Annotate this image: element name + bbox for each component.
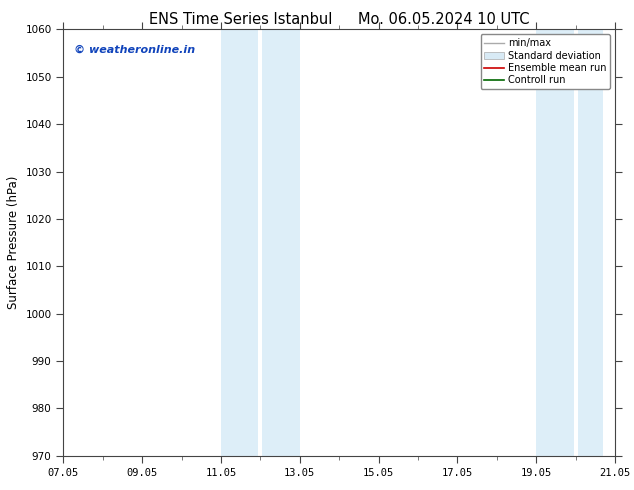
Y-axis label: Surface Pressure (hPa): Surface Pressure (hPa) xyxy=(7,176,20,309)
Bar xyxy=(578,29,603,456)
Legend: min/max, Standard deviation, Ensemble mean run, Controll run: min/max, Standard deviation, Ensemble me… xyxy=(481,34,610,89)
Text: Mo. 06.05.2024 10 UTC: Mo. 06.05.2024 10 UTC xyxy=(358,12,529,27)
Text: © weatheronline.in: © weatheronline.in xyxy=(74,44,195,54)
Text: ENS Time Series Istanbul: ENS Time Series Istanbul xyxy=(149,12,333,27)
Bar xyxy=(262,29,300,456)
Bar xyxy=(221,29,259,456)
Bar xyxy=(536,29,574,456)
